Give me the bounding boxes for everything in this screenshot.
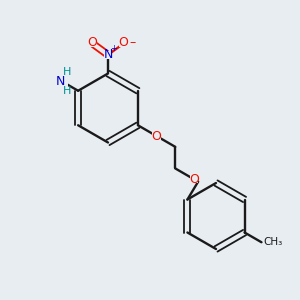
Text: CH₃: CH₃ (264, 237, 283, 247)
Bar (119, 38, 128, 47)
Text: O: O (152, 130, 161, 142)
Bar (88, 38, 97, 47)
Text: –: – (130, 36, 136, 50)
Bar (190, 175, 198, 184)
Bar (104, 51, 112, 59)
Bar (53, 76, 68, 87)
Text: H: H (63, 86, 72, 96)
Text: O: O (189, 173, 199, 186)
Text: +: + (110, 44, 116, 53)
Text: N: N (103, 48, 113, 62)
Text: H: H (63, 67, 72, 77)
Text: N: N (56, 75, 65, 88)
Text: O: O (119, 36, 128, 50)
Bar (152, 132, 161, 140)
Text: O: O (88, 36, 97, 50)
